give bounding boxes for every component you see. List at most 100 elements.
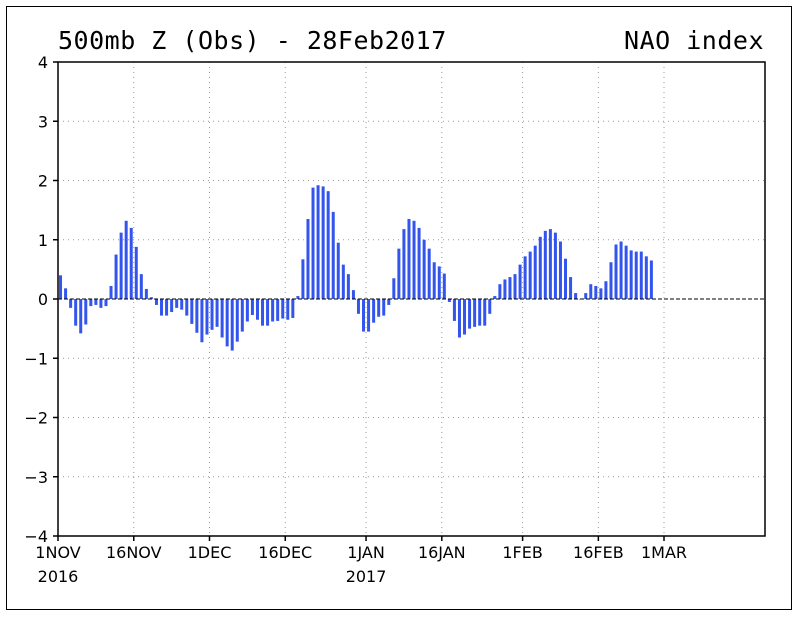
bar: [205, 299, 209, 335]
bar: [84, 299, 88, 325]
bar: [538, 236, 542, 299]
bar: [614, 244, 618, 299]
bar: [574, 293, 578, 299]
bar: [417, 227, 421, 299]
bar: [553, 232, 557, 299]
bar: [89, 299, 93, 307]
bar: [619, 241, 623, 299]
bar: [503, 279, 507, 299]
x-tick-label: 16DEC: [258, 543, 312, 562]
bar: [336, 242, 340, 299]
bar: [129, 227, 133, 299]
bar: [230, 299, 234, 351]
x-tick-year-label: 2016: [38, 567, 79, 586]
bar: [452, 299, 456, 321]
bar: [387, 299, 391, 305]
bar: [286, 299, 290, 320]
bar: [372, 299, 376, 323]
bar: [346, 274, 350, 299]
chart-title: 500mb Z (Obs) - 28Feb2017: [58, 26, 447, 55]
bar: [235, 299, 239, 342]
bar: [382, 299, 386, 316]
bar: [331, 211, 335, 299]
bar: [649, 260, 653, 299]
bar: [144, 288, 148, 299]
grid-lines: [58, 62, 765, 536]
bar: [483, 299, 487, 326]
bar: [402, 229, 406, 299]
y-tick-label: 2: [38, 172, 48, 191]
y-tick-label: −4: [24, 527, 48, 546]
chart-frame: [6, 6, 792, 610]
bar: [185, 299, 189, 316]
bar: [291, 299, 295, 318]
axes: [53, 61, 766, 541]
bar: [271, 299, 275, 322]
bar: [463, 299, 467, 335]
y-tick-label: 3: [38, 112, 48, 131]
bar: [447, 299, 451, 302]
bar: [215, 299, 219, 327]
bar: [518, 264, 522, 299]
bar: [356, 299, 360, 314]
bar: [457, 299, 461, 338]
bar: [513, 274, 517, 299]
bar: [180, 299, 184, 310]
bar: [624, 245, 628, 299]
bar: [200, 299, 204, 343]
bar: [533, 245, 537, 299]
bar: [306, 219, 310, 299]
bar: [64, 288, 68, 299]
bar: [240, 299, 244, 332]
bar: [301, 259, 305, 299]
bar: [104, 299, 108, 307]
bar: [255, 299, 259, 320]
x-tick-year-label: 2017: [346, 567, 387, 586]
bar: [266, 299, 270, 326]
bar: [569, 277, 573, 299]
bar: [437, 266, 441, 299]
bar: [134, 246, 138, 299]
x-tick-label: 1FEB: [502, 543, 542, 562]
bar: [604, 281, 608, 299]
bar: [281, 299, 285, 319]
x-tick-label: 1NOV: [35, 543, 80, 562]
bar: [170, 299, 174, 313]
bar: [488, 299, 492, 314]
bar: [149, 297, 153, 299]
x-tick-label: 16FEB: [573, 543, 624, 562]
bar: [639, 251, 643, 299]
bar: [59, 275, 63, 299]
bar: [432, 262, 436, 299]
bar: [175, 299, 179, 308]
bar: [250, 299, 254, 315]
bar: [629, 250, 633, 299]
y-tick-label: 1: [38, 231, 48, 250]
bar: [543, 230, 547, 299]
bar: [508, 277, 512, 299]
x-tick-label: 1MAR: [641, 543, 687, 562]
bar: [493, 296, 497, 299]
bar: [165, 299, 169, 316]
bar: [442, 273, 446, 299]
bar: [412, 220, 416, 299]
bar: [594, 285, 598, 299]
y-tick-label: −2: [24, 409, 48, 428]
bar: [261, 299, 265, 326]
bar: [468, 299, 472, 329]
bar: [407, 219, 411, 299]
bar: [316, 185, 320, 299]
bar: [528, 251, 532, 299]
bar: [473, 299, 477, 327]
bar: [548, 229, 552, 299]
bar: [99, 299, 103, 308]
bar: [160, 299, 164, 316]
bar: [154, 299, 158, 305]
y-tick-label: −1: [24, 349, 48, 368]
bar: [498, 284, 502, 299]
bar: [276, 299, 280, 321]
bar: [109, 285, 113, 299]
bar: [195, 299, 199, 333]
bar: [584, 293, 588, 299]
